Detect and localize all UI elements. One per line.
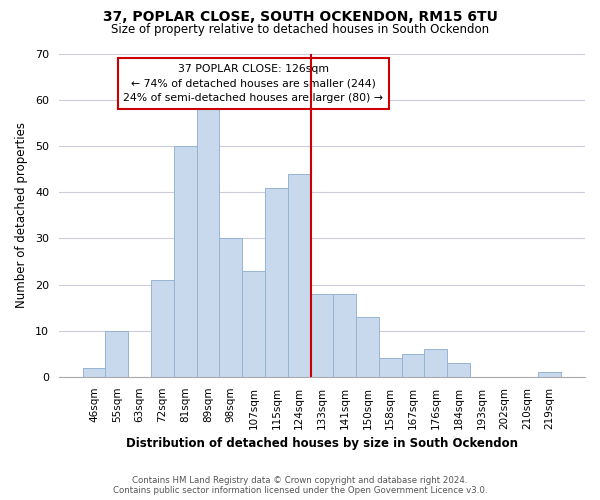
- Text: Size of property relative to detached houses in South Ockendon: Size of property relative to detached ho…: [111, 22, 489, 36]
- Bar: [265, 188, 288, 377]
- Bar: [197, 110, 220, 377]
- Bar: [174, 146, 197, 377]
- Bar: [220, 238, 242, 377]
- X-axis label: Distribution of detached houses by size in South Ockendon: Distribution of detached houses by size …: [126, 437, 518, 450]
- Text: 37 POPLAR CLOSE: 126sqm
← 74% of detached houses are smaller (244)
24% of semi-d: 37 POPLAR CLOSE: 126sqm ← 74% of detache…: [124, 64, 383, 104]
- Bar: [356, 317, 379, 377]
- Bar: [424, 349, 447, 377]
- Bar: [83, 368, 106, 377]
- Bar: [242, 271, 265, 377]
- Bar: [538, 372, 561, 377]
- Bar: [151, 280, 174, 377]
- Bar: [401, 354, 424, 377]
- Y-axis label: Number of detached properties: Number of detached properties: [15, 122, 28, 308]
- Bar: [333, 294, 356, 377]
- Text: Contains HM Land Registry data © Crown copyright and database right 2024.
Contai: Contains HM Land Registry data © Crown c…: [113, 476, 487, 495]
- Text: 37, POPLAR CLOSE, SOUTH OCKENDON, RM15 6TU: 37, POPLAR CLOSE, SOUTH OCKENDON, RM15 6…: [103, 10, 497, 24]
- Bar: [447, 363, 470, 377]
- Bar: [106, 330, 128, 377]
- Bar: [379, 358, 401, 377]
- Bar: [311, 294, 333, 377]
- Bar: [288, 174, 311, 377]
